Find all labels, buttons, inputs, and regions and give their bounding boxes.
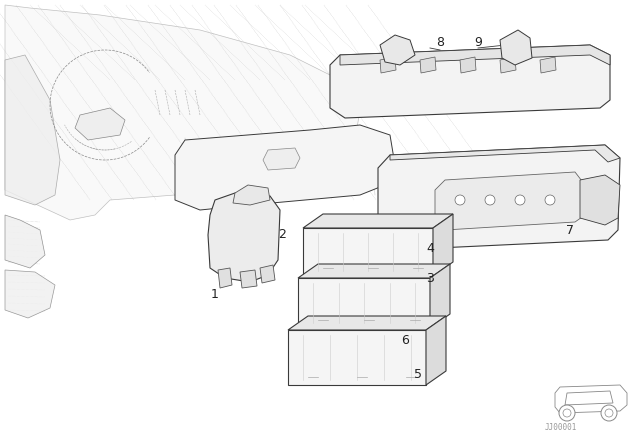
Text: 3: 3 xyxy=(426,271,434,284)
Polygon shape xyxy=(540,57,556,73)
Text: 4: 4 xyxy=(426,241,434,254)
Polygon shape xyxy=(378,145,620,250)
Polygon shape xyxy=(340,45,610,65)
Polygon shape xyxy=(565,391,613,405)
Polygon shape xyxy=(260,265,275,283)
Polygon shape xyxy=(240,270,257,288)
Polygon shape xyxy=(288,316,446,330)
Polygon shape xyxy=(218,268,232,288)
Polygon shape xyxy=(5,215,45,268)
Polygon shape xyxy=(500,30,532,65)
Polygon shape xyxy=(433,214,453,276)
Circle shape xyxy=(559,405,575,421)
Circle shape xyxy=(455,195,465,205)
Polygon shape xyxy=(298,264,450,278)
Polygon shape xyxy=(263,148,300,170)
Circle shape xyxy=(485,195,495,205)
Polygon shape xyxy=(430,264,450,328)
Text: 8: 8 xyxy=(436,35,444,48)
Text: 1: 1 xyxy=(211,289,219,302)
Circle shape xyxy=(515,195,525,205)
Polygon shape xyxy=(380,57,396,73)
Polygon shape xyxy=(75,108,125,140)
Polygon shape xyxy=(5,270,55,318)
Circle shape xyxy=(605,409,613,417)
Polygon shape xyxy=(5,55,60,205)
Circle shape xyxy=(545,195,555,205)
Circle shape xyxy=(601,405,617,421)
Polygon shape xyxy=(233,185,270,205)
Polygon shape xyxy=(5,5,360,220)
Polygon shape xyxy=(390,145,620,162)
Polygon shape xyxy=(303,214,453,228)
Polygon shape xyxy=(330,45,610,118)
Polygon shape xyxy=(175,125,395,210)
Polygon shape xyxy=(380,35,415,65)
Text: 7: 7 xyxy=(566,224,574,237)
Circle shape xyxy=(563,409,571,417)
Text: 2: 2 xyxy=(278,228,286,241)
Polygon shape xyxy=(420,57,436,73)
Polygon shape xyxy=(500,57,516,73)
Polygon shape xyxy=(460,57,476,73)
Text: 6: 6 xyxy=(401,333,409,346)
Polygon shape xyxy=(580,175,620,225)
Polygon shape xyxy=(555,385,627,413)
Polygon shape xyxy=(288,330,426,385)
Polygon shape xyxy=(208,193,280,282)
Text: 5: 5 xyxy=(414,369,422,382)
Polygon shape xyxy=(426,316,446,385)
Text: JJ00001: JJ00001 xyxy=(545,423,577,432)
Polygon shape xyxy=(303,228,433,276)
Text: 9: 9 xyxy=(474,35,482,48)
Polygon shape xyxy=(435,172,585,230)
Polygon shape xyxy=(298,278,430,328)
